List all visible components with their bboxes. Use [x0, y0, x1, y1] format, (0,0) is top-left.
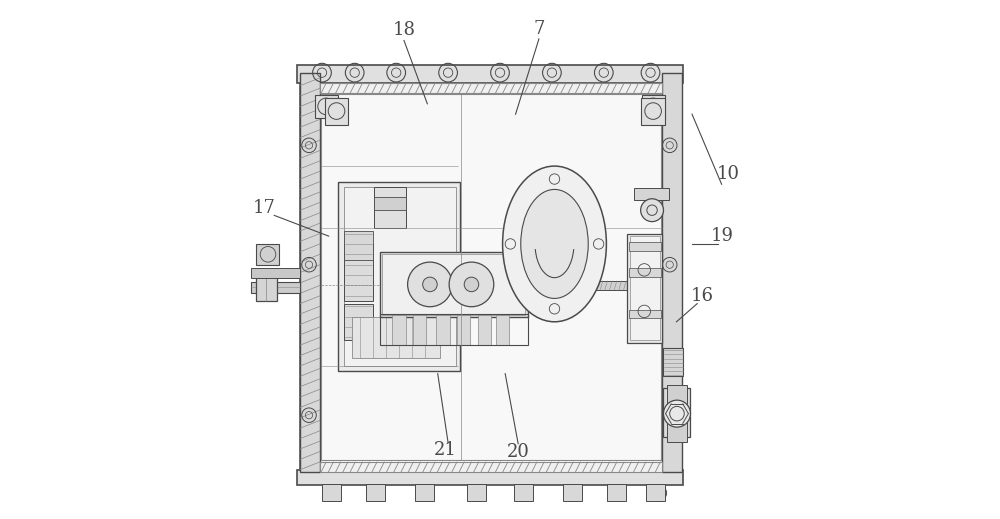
Bar	[300, 73, 320, 472]
Text: 21: 21	[434, 442, 457, 459]
Circle shape	[663, 400, 690, 427]
Bar	[344, 244, 373, 301]
Bar	[325, 98, 348, 125]
Bar	[374, 187, 406, 228]
Bar	[297, 65, 683, 83]
Text: 16: 16	[691, 287, 714, 305]
Circle shape	[641, 199, 663, 222]
Bar	[321, 94, 661, 460]
Bar	[344, 304, 373, 340]
Text: 19: 19	[711, 227, 734, 245]
Bar	[478, 315, 491, 345]
Bar	[667, 385, 687, 442]
Bar	[662, 73, 682, 472]
Bar	[642, 95, 665, 118]
Bar	[366, 484, 385, 501]
Circle shape	[408, 262, 452, 307]
Bar	[338, 182, 460, 371]
Bar	[629, 268, 661, 277]
Bar	[251, 282, 300, 293]
Bar	[297, 470, 683, 485]
Bar	[413, 315, 426, 345]
Circle shape	[449, 262, 494, 307]
Bar	[607, 484, 626, 501]
Bar	[352, 317, 440, 358]
Bar	[467, 484, 486, 501]
Circle shape	[423, 277, 437, 292]
Bar	[514, 484, 533, 501]
Bar	[634, 188, 669, 200]
Bar	[457, 315, 470, 345]
Bar	[415, 484, 434, 501]
Bar	[646, 484, 665, 501]
Bar	[344, 187, 456, 366]
Bar	[630, 236, 660, 340]
Bar	[380, 252, 528, 317]
Bar	[315, 95, 338, 118]
Bar	[629, 310, 661, 318]
Ellipse shape	[521, 189, 588, 298]
Ellipse shape	[503, 166, 606, 322]
Bar	[629, 242, 661, 251]
Text: 10: 10	[717, 165, 740, 183]
Bar	[256, 244, 279, 265]
Bar	[496, 315, 509, 345]
Bar	[344, 231, 373, 260]
Bar	[322, 484, 341, 501]
Bar	[520, 281, 629, 290]
Bar	[663, 388, 690, 437]
Bar	[382, 254, 525, 315]
Text: 20: 20	[507, 443, 530, 460]
Bar	[320, 462, 662, 472]
Text: 7: 7	[533, 20, 545, 37]
Bar	[256, 272, 277, 301]
Bar	[627, 234, 662, 343]
Text: 17: 17	[252, 199, 275, 216]
Text: 18: 18	[392, 21, 415, 39]
Bar	[380, 314, 528, 345]
Bar	[374, 197, 406, 210]
Bar	[300, 73, 679, 472]
Bar	[663, 348, 683, 376]
Bar	[392, 315, 406, 345]
Circle shape	[464, 277, 479, 292]
Bar	[320, 83, 662, 93]
Bar	[641, 98, 665, 125]
Bar	[563, 484, 582, 501]
Bar	[436, 315, 450, 345]
Bar	[251, 268, 300, 278]
